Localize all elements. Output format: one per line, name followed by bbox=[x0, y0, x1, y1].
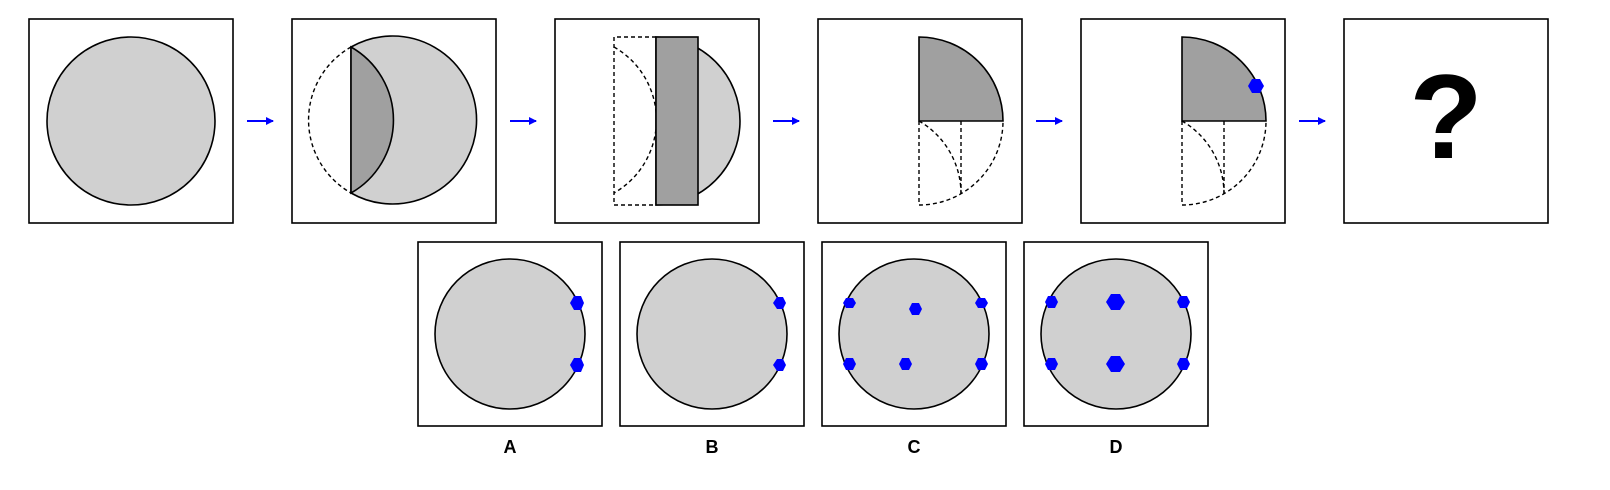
hexagon-hole-icon bbox=[843, 358, 856, 370]
hexagon-hole-icon bbox=[1106, 356, 1125, 372]
question-mark: ? bbox=[1409, 50, 1482, 184]
hexagon-hole-icon bbox=[1177, 358, 1190, 370]
hexagon-hole-icon bbox=[1045, 296, 1058, 308]
step-3-panel bbox=[554, 18, 760, 224]
hexagon-hole-icon bbox=[1177, 296, 1190, 308]
hexagon-hole-icon bbox=[1045, 358, 1058, 370]
hexagon-hole-icon bbox=[773, 359, 786, 371]
hexagon-hole-icon bbox=[909, 303, 922, 315]
option-label: B bbox=[706, 437, 719, 457]
folded-flap bbox=[350, 45, 395, 195]
question-panel: ? bbox=[1343, 18, 1549, 224]
hexagon-hole-icon bbox=[570, 296, 584, 310]
hexagon-hole-icon bbox=[975, 358, 988, 370]
folded-quarter bbox=[1181, 36, 1267, 122]
option-a[interactable]: A bbox=[417, 241, 603, 457]
step-1-panel bbox=[28, 18, 234, 224]
hexagon-hole-icon bbox=[773, 297, 786, 309]
option-b[interactable]: B bbox=[619, 241, 805, 457]
step-2-panel bbox=[291, 18, 497, 224]
hexagon-hole-icon bbox=[899, 358, 912, 370]
hexagon-hole-icon bbox=[570, 358, 584, 372]
option-label: A bbox=[504, 437, 517, 457]
hexagon-hole-icon bbox=[975, 298, 988, 308]
folded-band bbox=[655, 36, 699, 206]
hexagon-hole-icon bbox=[1106, 294, 1125, 310]
step-5-panel bbox=[1080, 18, 1286, 224]
option-label: D bbox=[1110, 437, 1123, 457]
option-d[interactable]: D bbox=[1023, 241, 1209, 457]
hexagon-hole-icon bbox=[1248, 79, 1264, 93]
option-label: C bbox=[908, 437, 921, 457]
hexagon-hole-icon bbox=[843, 298, 856, 308]
step-4-panel bbox=[817, 18, 1023, 224]
option-c[interactable]: C bbox=[821, 241, 1007, 457]
folded-quarter bbox=[918, 36, 1004, 122]
paper-circle bbox=[46, 36, 216, 206]
